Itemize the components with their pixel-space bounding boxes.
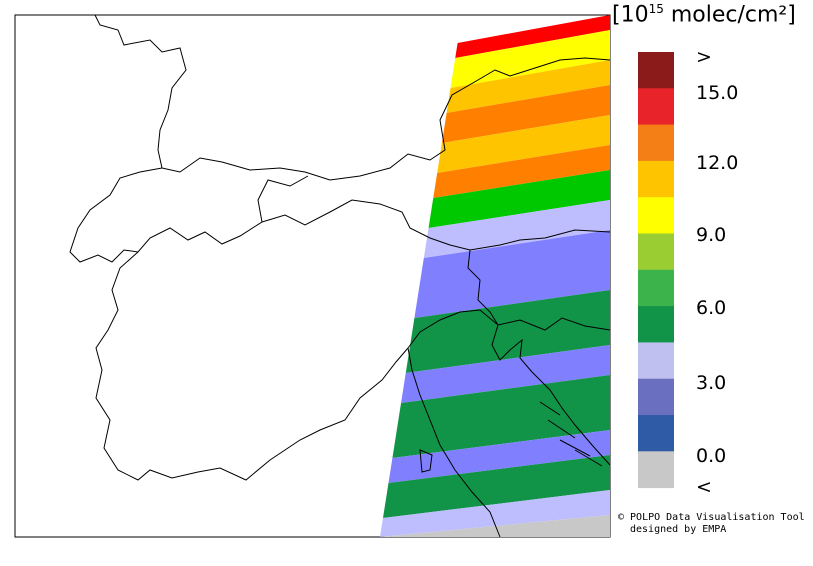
border-france-germany bbox=[94, 14, 187, 169]
legend-swatch-9 bbox=[638, 378, 674, 416]
swath-band-red bbox=[455, 15, 610, 58]
legend-tick-12: 12.0 bbox=[696, 152, 739, 174]
swath-band-blue bbox=[414, 230, 610, 318]
coastline-liguria bbox=[407, 309, 499, 349]
coastline bbox=[407, 309, 611, 538]
legend-swatch-1 bbox=[638, 88, 674, 126]
coastline-corsica bbox=[419, 449, 433, 473]
swath-band-lavender bbox=[380, 490, 610, 537]
legend-swatch-7 bbox=[638, 306, 674, 343]
border-austria-italy bbox=[261, 199, 611, 251]
swath-band-darkgreen bbox=[382, 455, 610, 518]
country-borders bbox=[69, 14, 611, 481]
legend-tick-6: 6.0 bbox=[696, 297, 727, 319]
border-italy-slovenia bbox=[467, 249, 499, 326]
border-france-italy bbox=[95, 251, 409, 481]
border-croatia bbox=[497, 317, 611, 331]
swath-band-gold bbox=[446, 60, 610, 113]
legend-swatch-5 bbox=[638, 233, 674, 271]
coastline-dalmatian-islands bbox=[539, 401, 603, 467]
swath-band-orange bbox=[441, 85, 610, 143]
swath-band-green bbox=[428, 170, 610, 228]
legend-swatch-11 bbox=[638, 451, 674, 489]
swath-band-yellow bbox=[450, 30, 610, 88]
legend-tick-15: 15.0 bbox=[696, 82, 739, 104]
swath-band-darkgreen bbox=[392, 375, 610, 458]
coastline-istria bbox=[491, 324, 611, 466]
legend-tick-9: 9.0 bbox=[696, 224, 727, 246]
satellite-swath bbox=[380, 15, 610, 537]
swath-band-grey bbox=[380, 515, 610, 537]
legend-color-bar bbox=[638, 52, 674, 489]
credit-line-2: designed by EMPA bbox=[630, 524, 727, 535]
credit-line-1: © POLPO Data Visualisation Tool bbox=[618, 512, 805, 523]
swath-band-darkgreen bbox=[405, 290, 610, 373]
legend-tick-0: 0.0 bbox=[696, 445, 727, 467]
legend-swatch-0 bbox=[638, 52, 674, 89]
legend-above-symbol: > bbox=[696, 46, 712, 68]
border-germany-austria bbox=[161, 57, 611, 181]
legend-swatch-2 bbox=[638, 124, 674, 162]
legend-swatch-3 bbox=[638, 160, 674, 198]
legend-swatch-10 bbox=[638, 415, 674, 452]
legend-below-symbol: < bbox=[696, 476, 712, 498]
legend-tick-3: 3.0 bbox=[696, 372, 727, 394]
swath-band-blue bbox=[388, 430, 610, 483]
legend-swatch-4 bbox=[638, 197, 674, 234]
swath-band-blue bbox=[401, 345, 610, 403]
swath-band-orange bbox=[433, 145, 610, 198]
coastline-adriatic-west bbox=[407, 347, 501, 538]
legend-swatch-8 bbox=[638, 342, 674, 380]
swath-band-lavender bbox=[423, 200, 610, 258]
legend-unit-label: [1015 molec/cm²] bbox=[612, 2, 796, 28]
legend-swatch-6 bbox=[638, 269, 674, 307]
swath-band-gold bbox=[437, 115, 610, 173]
